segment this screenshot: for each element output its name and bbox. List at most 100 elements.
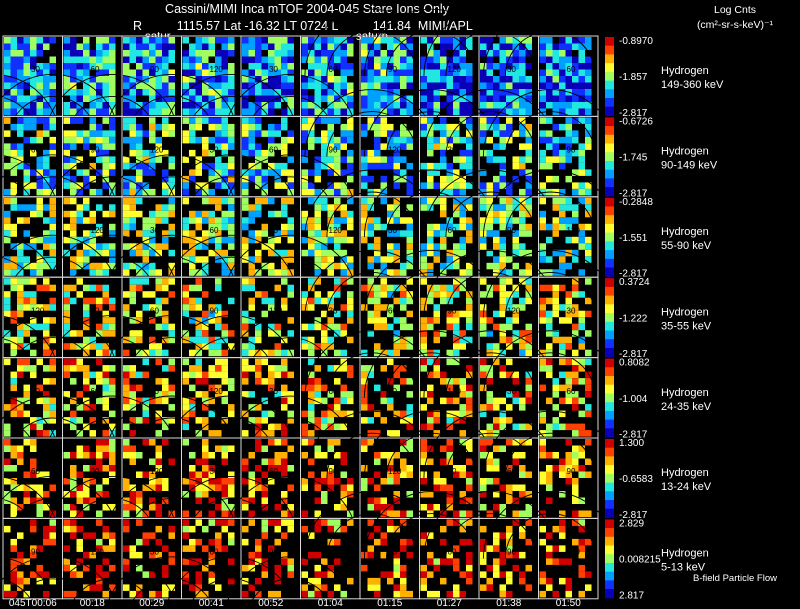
pixel-cell	[459, 410, 466, 418]
pixel-cell	[23, 63, 30, 70]
pixel-cell	[512, 304, 519, 311]
pixel-cell	[327, 256, 334, 263]
pixel-cell	[380, 156, 387, 163]
pixel-cell	[387, 478, 394, 485]
pixel-cell	[17, 410, 24, 418]
pixel-cell	[17, 95, 24, 102]
pixel-cell	[546, 471, 553, 478]
pixel-cell	[327, 43, 334, 50]
pixel-cell	[525, 82, 532, 89]
pixel-cell	[70, 230, 77, 237]
pixel-cell	[486, 343, 493, 350]
pixel-cell	[248, 558, 255, 565]
pixel-cell	[168, 532, 175, 539]
pixel-cell	[446, 143, 453, 150]
pixel-cell	[30, 545, 37, 552]
pixel-cell	[89, 175, 96, 183]
pixel-cell	[129, 497, 136, 504]
pixel-cell	[208, 478, 215, 485]
pixel-cell	[374, 69, 381, 76]
pixel-cell	[228, 76, 235, 83]
pixel-cell	[314, 590, 321, 598]
pixel-cell	[367, 404, 374, 411]
pixel-cell	[539, 410, 546, 418]
pixel-cell	[195, 162, 202, 170]
pixel-cell	[406, 336, 413, 344]
pixel-cell	[539, 439, 546, 446]
pixel-cell	[221, 89, 228, 96]
pixel-cell	[281, 519, 288, 526]
pixel-cell	[49, 76, 56, 83]
pixel-cell	[23, 384, 30, 392]
pixel-cell	[433, 162, 440, 170]
pixel-cell	[248, 102, 255, 109]
pixel-cell	[76, 210, 83, 218]
pixel-cell	[287, 284, 294, 292]
pixel-cell	[242, 197, 249, 205]
pixel-cell	[208, 558, 215, 565]
pixel-cell	[314, 291, 321, 298]
pixel-cell	[327, 410, 334, 418]
pixel-cell	[268, 249, 275, 257]
pixel-cell	[261, 491, 268, 498]
contour-label: 120	[329, 226, 343, 235]
pixel-cell	[281, 89, 288, 96]
pixel-cell	[70, 471, 77, 478]
pixel-cell	[168, 82, 175, 89]
pixel-cell	[506, 551, 513, 559]
pixel-cell	[347, 89, 354, 96]
contour-line	[223, 395, 358, 464]
pixel-cell	[83, 50, 90, 57]
pixel-cell	[70, 50, 77, 57]
pixel-cell	[242, 76, 249, 83]
pixel-cell	[136, 143, 143, 150]
pixel-cell	[512, 452, 519, 459]
pixel-cell	[195, 497, 202, 504]
pixel-cell	[380, 538, 387, 546]
pixel-cell	[453, 63, 460, 70]
pixel-cell	[149, 156, 156, 163]
pixel-cell	[334, 504, 341, 511]
pixel-cell	[486, 182, 493, 189]
pixel-cell	[70, 397, 77, 405]
pixel-cell	[248, 149, 255, 157]
pixel-cell	[136, 130, 143, 137]
pixel-cell	[221, 336, 228, 344]
pixel-cell	[76, 525, 83, 533]
pixel-cell	[572, 452, 579, 459]
pixel-cell	[208, 365, 215, 372]
pixel-cell	[4, 210, 11, 218]
pixel-cell	[136, 43, 143, 50]
pixel-cell	[420, 82, 427, 89]
pixel-cell	[572, 310, 579, 318]
pixel-cell	[387, 69, 394, 76]
pixel-cell	[427, 230, 434, 237]
pixel-cell	[327, 102, 334, 109]
pixel-cell	[129, 89, 136, 96]
pixel-cell	[102, 69, 109, 76]
pixel-cell	[585, 249, 592, 257]
pixel-cell	[261, 410, 268, 418]
pixel-cell	[420, 358, 427, 366]
pixel-cell	[433, 63, 440, 70]
pixel-cell	[572, 304, 579, 311]
pixel-cell	[162, 439, 169, 446]
contour-line	[445, 111, 537, 157]
contour-label: 120	[31, 306, 45, 315]
pixel-cell	[76, 358, 83, 366]
pixel-cell	[109, 349, 116, 357]
pixel-cell	[493, 243, 500, 250]
pixel-cell	[393, 297, 400, 305]
pixel-cell	[466, 365, 473, 372]
pixel-cell	[149, 478, 156, 485]
pixel-cell	[480, 223, 487, 231]
pixel-cell	[493, 445, 500, 452]
pixel-cell	[519, 525, 526, 533]
pixel-cell	[367, 310, 374, 318]
pixel-cell	[374, 525, 381, 533]
pixel-cell	[466, 108, 473, 115]
pixel-cell	[446, 349, 453, 357]
pixel-cell	[96, 371, 103, 379]
pixel-cell	[195, 304, 202, 311]
pixel-cell	[466, 471, 473, 478]
